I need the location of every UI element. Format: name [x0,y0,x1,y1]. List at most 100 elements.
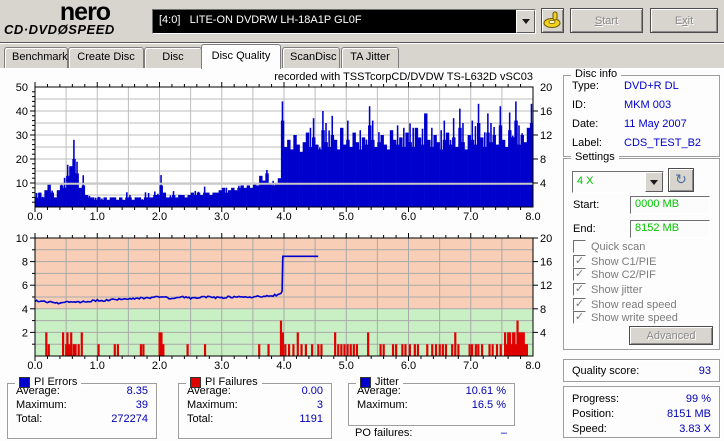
progress-value: 99 % [685,392,711,405]
checkbox-show-jitter[interactable]: ✓ Show jitter [573,283,643,296]
tab-strip: Benchmark Create Disc Disc Info Disc Qua… [0,44,724,82]
pif-average: 0.00 [301,385,323,397]
exit-button[interactable]: Exit [650,8,718,33]
svg-text:8: 8 [540,304,546,316]
refresh-button[interactable]: ↻ [668,168,694,192]
disc-label-value: CDS_TEST_B2 [624,136,702,149]
pi-failures-jitter-chart: 0.0 1.0 2.0 3.0 4.0 5.0 6.0 7.0 8.0 2 4 6 8 10 4 8 12 16 2… [16,233,552,372]
quality-score-label: Quality score: [572,364,640,377]
pi-errors-legend-swatch [19,376,30,388]
svg-text:4: 4 [22,304,28,316]
svg-text:8: 8 [540,154,546,166]
progress-row: Progress: 99 % [572,392,711,405]
svg-text:20: 20 [16,154,28,166]
disc-glyph-icon: Ø [57,22,69,37]
disc-info-row-type: Type: DVD+R DL [572,79,679,92]
svg-text:4: 4 [540,327,546,339]
svg-text:3.0: 3.0 [214,211,229,223]
checkbox-show-write-speed[interactable]: ✓ Show write speed [573,311,678,324]
tab-benchmark[interactable]: Benchmark [4,47,68,68]
jitter-stats: Jitter Average: 10.61 % Maximum: 16.5 % [348,376,515,426]
svg-text:10: 10 [16,178,28,190]
checkbox-quick-scan[interactable]: Quick scan [573,240,645,253]
svg-text:1.0: 1.0 [90,211,105,223]
po-failures-row: PO failures: – [355,427,507,439]
pi-failures-title: PI Failures [205,376,258,388]
pif-maximum: 3 [316,399,323,411]
quality-score-value: 93 [698,364,711,377]
svg-text:50: 50 [16,82,28,94]
svg-text:7.0: 7.0 [463,211,478,223]
end-mb-field[interactable]: 8152 MB [630,220,710,238]
settings-panel: Settings 4 X ↻ Start: 0000 MB End: 8152 … [563,151,720,350]
scan-speed-value[interactable]: 4 X [577,175,594,187]
checkbox-show-c1-pie[interactable]: ✓ Show C1/PIE [573,255,657,268]
checkbox-box[interactable]: ✓ [573,283,586,296]
start-button[interactable]: Start [570,8,643,33]
jitter-legend-swatch [360,376,371,388]
pi-errors-title: PI Errors [34,376,78,388]
start-mb-field[interactable]: 0000 MB [630,196,710,214]
tab-scandisc[interactable]: ScanDisc [282,47,340,68]
svg-text:8: 8 [22,257,28,269]
pi-errors-stats: PI Errors Average: 8.35 Maximum: 39 Total:… [7,376,157,439]
tab-ta-jitter[interactable]: TA Jitter [341,47,399,68]
svg-text:1.0: 1.0 [90,360,105,372]
svg-text:3.0: 3.0 [214,360,229,372]
svg-text:40: 40 [16,106,28,118]
checkbox-box[interactable]: ✓ [573,255,586,268]
position-value: 8151 MB [666,407,711,420]
checkbox-show-read-speed[interactable]: ✓ Show read speed [573,298,677,311]
svg-text:12: 12 [540,130,552,142]
pie-maximum: 39 [135,399,148,411]
checkbox-box[interactable] [573,240,586,253]
disc-id-value: MKM 003 [624,98,672,111]
disc-date-value: 11 May 2007 [624,117,687,130]
pie-total: 272274 [111,413,148,425]
pi-failures-stats: PI Failures Average: 0.00 Maximum: 3 Total… [178,376,332,439]
svg-text:0.0: 0.0 [27,211,42,223]
settings-title: Settings [571,151,619,163]
tab-disc-info[interactable]: Disc Info [144,47,202,82]
svg-text:2.0: 2.0 [152,360,167,372]
disc-info-title: Disc info [571,68,622,80]
disc-type-value: DVD+R DL [624,79,679,92]
advanced-button[interactable]: Advanced [629,326,713,345]
yellow-hand-disc-icon [543,11,561,28]
scan-speed-arrow-button[interactable] [645,172,663,192]
disc-info-row-id: ID: MKM 003 [572,98,672,111]
svg-text:2.0: 2.0 [152,211,167,223]
pi-errors-chart: 0.0 1.0 2.0 3.0 4.0 5.0 6.0 7.0 8.0 10 20 30 40 50 4 8 1… [16,71,553,223]
checkbox-box[interactable]: ✓ [573,311,586,324]
pie-average: 8.35 [126,385,148,397]
position-row: Position: 8151 MB [572,407,711,420]
svg-text:recorded with TSSTcorpCD/DVDW: recorded with TSSTcorpCD/DVDW TS-L632D v… [274,71,533,83]
svg-text:2: 2 [22,327,28,339]
tab-disc-quality[interactable]: Disc Quality [201,44,281,69]
disc-info-panel: Disc info Type: DVD+R DL ID: MKM 003 Date:… [563,68,720,157]
app-logo: nero CD·DVDØSPEED [4,0,166,37]
svg-text:4: 4 [540,178,546,190]
speed-row: Speed: 3.83 X [572,422,711,435]
svg-text:8.0: 8.0 [525,211,540,223]
po-failures-value: – [500,427,507,439]
toolbar: nero CD·DVDØSPEED [4:0] LITE-ON DVDRW LH… [0,0,724,43]
po-failures-label: PO failures: [355,427,413,439]
svg-text:20: 20 [540,233,552,245]
checkbox-show-c2-pif[interactable]: ✓ Show C2/PIF [573,268,656,281]
chevron-down-icon [650,179,658,185]
tab-create-disc[interactable]: Create Disc [68,47,144,68]
drive-select-value[interactable]: [4:0] LITE-ON DVDRW LH-18A1P GL0F [153,10,516,33]
checkbox-box[interactable]: ✓ [573,298,586,311]
drive-select[interactable]: [4:0] LITE-ON DVDRW LH-18A1P GL0F [152,9,536,34]
pif-total: 1191 [299,413,323,425]
drive-select-arrow-button[interactable] [516,10,535,33]
logo-cddvdspeed: CD·DVDØSPEED [4,22,115,37]
scan-speed-select[interactable]: 4 X [572,171,664,193]
svg-text:4.0: 4.0 [276,211,291,223]
svg-text:5.0: 5.0 [339,360,354,372]
checkbox-box[interactable]: ✓ [573,268,586,281]
svg-text:6: 6 [22,280,28,292]
progress-panel: Progress: 99 % Position: 8151 MB Speed: 3.8… [563,386,720,438]
eject-disc-button[interactable] [541,8,564,33]
